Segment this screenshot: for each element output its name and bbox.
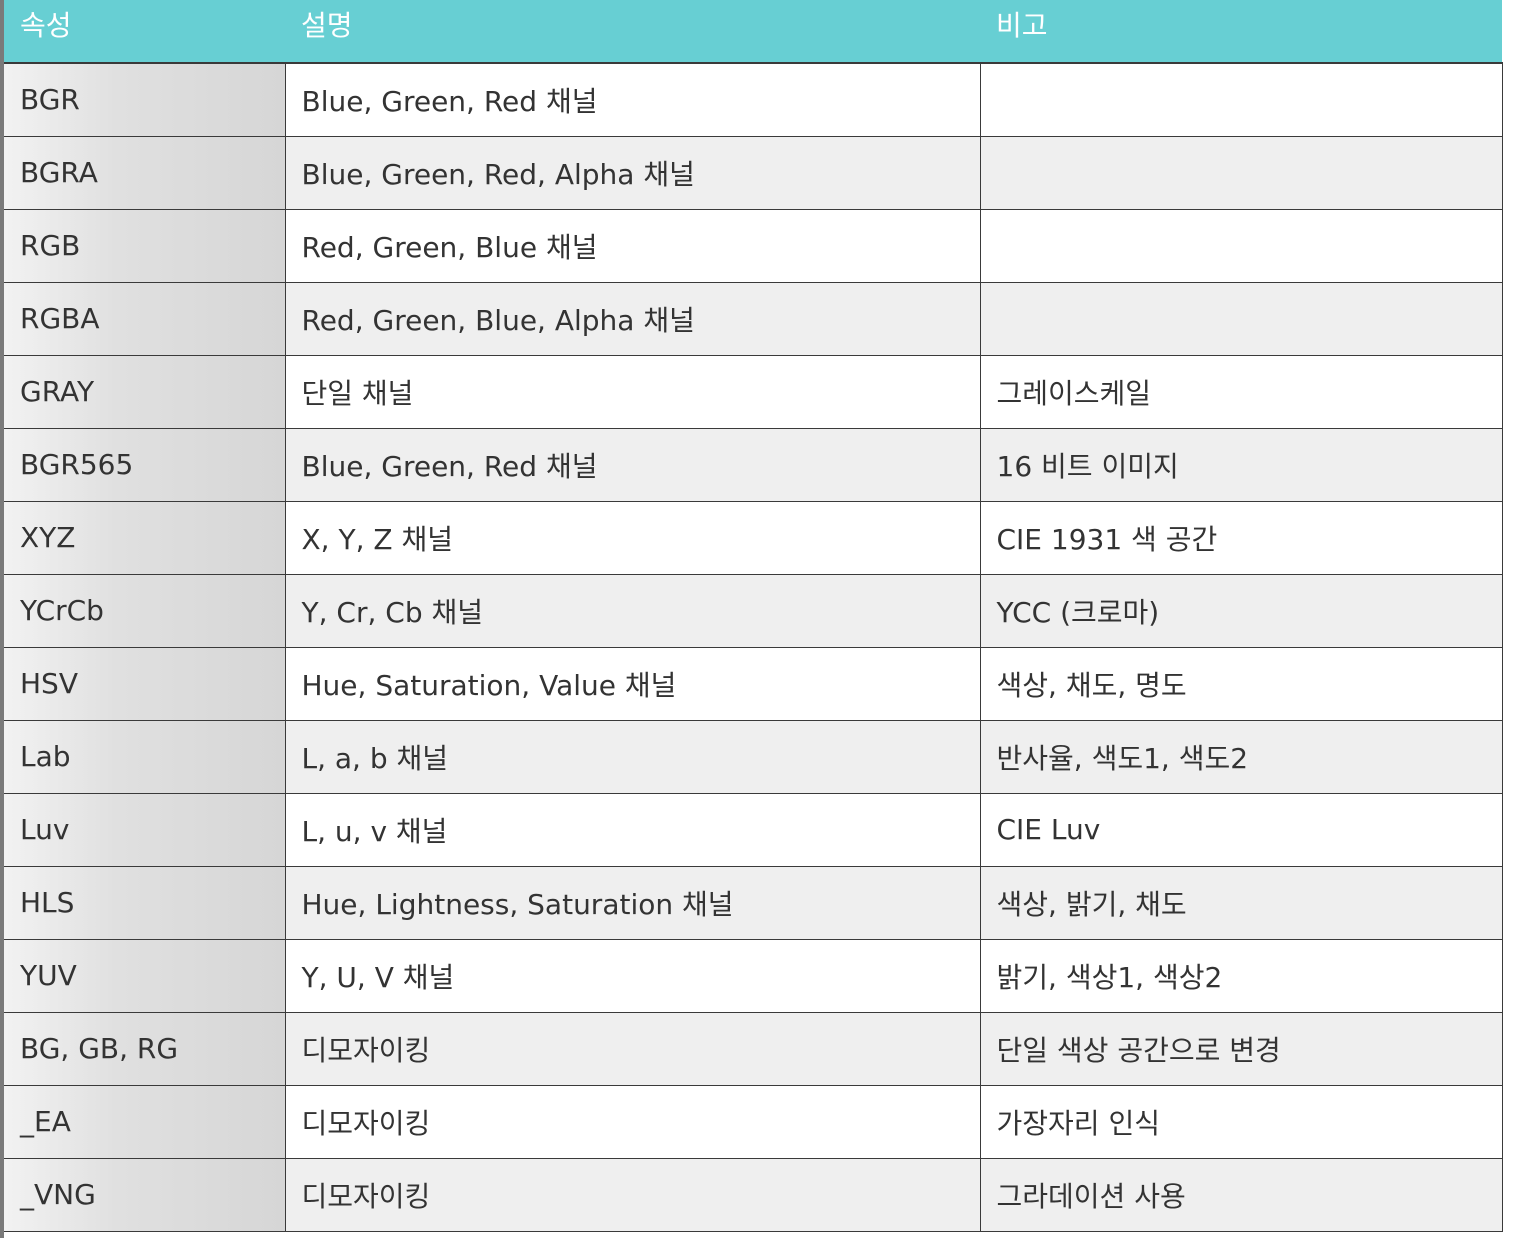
cell-attribute: BGR (4, 62, 286, 137)
cell-description: 디모자이킹 (284, 1157, 981, 1232)
table-row: Luv L, u, v 채널 CIE Luv (4, 792, 1503, 867)
cell-description: X, Y, Z 채널 (284, 500, 981, 575)
cell-note: 반사율, 색도1, 색도2 (979, 719, 1503, 794)
table-row: GRAY 단일 채널 그레이스케일 (4, 354, 1503, 429)
table-row: _EA 디모자이킹 가장자리 인식 (4, 1084, 1503, 1159)
table-row: YUV Y, U, V 채널 밝기, 색상1, 색상2 (4, 938, 1503, 1013)
cell-attribute: HSV (4, 646, 286, 721)
cell-description: Blue, Green, Red 채널 (284, 427, 981, 502)
cell-description: 디모자이킹 (284, 1011, 981, 1086)
cell-note: 밝기, 색상1, 색상2 (979, 938, 1503, 1013)
cell-description: 단일 채널 (284, 354, 981, 429)
cell-attribute: RGB (4, 208, 286, 283)
cell-attribute: HLS (4, 865, 286, 940)
cell-attribute: BGR565 (4, 427, 286, 502)
table-row: HLS Hue, Lightness, Saturation 채널 색상, 밝기, … (4, 865, 1503, 940)
cell-description: L, u, v 채널 (284, 792, 981, 867)
cell-note: 가장자리 인식 (979, 1084, 1503, 1159)
page-left-edge (0, 0, 4, 1238)
table-row: BGRA Blue, Green, Red, Alpha 채널 (4, 135, 1503, 210)
table-row: BGR Blue, Green, Red 채널 (4, 62, 1503, 137)
table-row: RGB Red, Green, Blue 채널 (4, 208, 1503, 283)
cell-note: 색상, 밝기, 채도 (979, 865, 1503, 940)
cell-attribute: YCrCb (4, 573, 286, 648)
cell-note: CIE Luv (979, 792, 1503, 867)
cell-description: Y, U, V 채널 (284, 938, 981, 1013)
table-row: BGR565 Blue, Green, Red 채널 16 비트 이미지 (4, 427, 1503, 502)
cell-attribute: GRAY (4, 354, 286, 429)
cell-description: 디모자이킹 (284, 1084, 981, 1159)
table-body: BGR Blue, Green, Red 채널 BGRA Blue, Green, R… (4, 62, 1503, 1232)
table-row: RGBA Red, Green, Blue, Alpha 채널 (4, 281, 1503, 356)
cell-description: Hue, Saturation, Value 채널 (284, 646, 981, 721)
cell-note: 그라데이션 사용 (979, 1157, 1503, 1232)
cell-attribute: _VNG (4, 1157, 286, 1232)
cell-attribute: YUV (4, 938, 286, 1013)
cell-description: Y, Cr, Cb 채널 (284, 573, 981, 648)
table-row: BG, GB, RG 디모자이킹 단일 색상 공간으로 변경 (4, 1011, 1503, 1086)
color-space-table: 속성 설명 비고 BGR Blue, Green, Red 채널 BGRA Blue,… (4, 0, 1503, 1232)
table-header: 속성 설명 비고 (4, 0, 1502, 63)
cell-attribute: BG, GB, RG (4, 1011, 286, 1086)
cell-note (979, 135, 1503, 210)
cell-description: Red, Green, Blue, Alpha 채널 (284, 281, 981, 356)
cell-note (979, 62, 1503, 137)
cell-description: Red, Green, Blue 채널 (284, 208, 981, 283)
table-row: _VNG 디모자이킹 그라데이션 사용 (4, 1157, 1503, 1232)
header-desc: 설명 (285, 0, 980, 63)
cell-description: Blue, Green, Red, Alpha 채널 (284, 135, 981, 210)
cell-note: 16 비트 이미지 (979, 427, 1503, 502)
cell-attribute: Luv (4, 792, 286, 867)
cell-attribute: _EA (4, 1084, 286, 1159)
header-note: 비고 (980, 0, 1502, 63)
cell-attribute: XYZ (4, 500, 286, 575)
cell-description: Blue, Green, Red 채널 (284, 62, 981, 137)
cell-attribute: Lab (4, 719, 286, 794)
cell-description: Hue, Lightness, Saturation 채널 (284, 865, 981, 940)
table-row: XYZ X, Y, Z 채널 CIE 1931 색 공간 (4, 500, 1503, 575)
cell-note: 색상, 채도, 명도 (979, 646, 1503, 721)
cell-attribute: RGBA (4, 281, 286, 356)
table-row: YCrCb Y, Cr, Cb 채널 YCC (크로마) (4, 573, 1503, 648)
table-row: Lab L, a, b 채널 반사율, 색도1, 색도2 (4, 719, 1503, 794)
cell-note: 그레이스케일 (979, 354, 1503, 429)
table-row: HSV Hue, Saturation, Value 채널 색상, 채도, 명도 (4, 646, 1503, 721)
cell-attribute: BGRA (4, 135, 286, 210)
cell-note: CIE 1931 색 공간 (979, 500, 1503, 575)
header-attr: 속성 (4, 0, 285, 63)
header-row: 속성 설명 비고 (4, 0, 1502, 63)
cell-note (979, 281, 1503, 356)
cell-description: L, a, b 채널 (284, 719, 981, 794)
cell-note (979, 208, 1503, 283)
cell-note: YCC (크로마) (979, 573, 1503, 648)
cell-note: 단일 색상 공간으로 변경 (979, 1011, 1503, 1086)
